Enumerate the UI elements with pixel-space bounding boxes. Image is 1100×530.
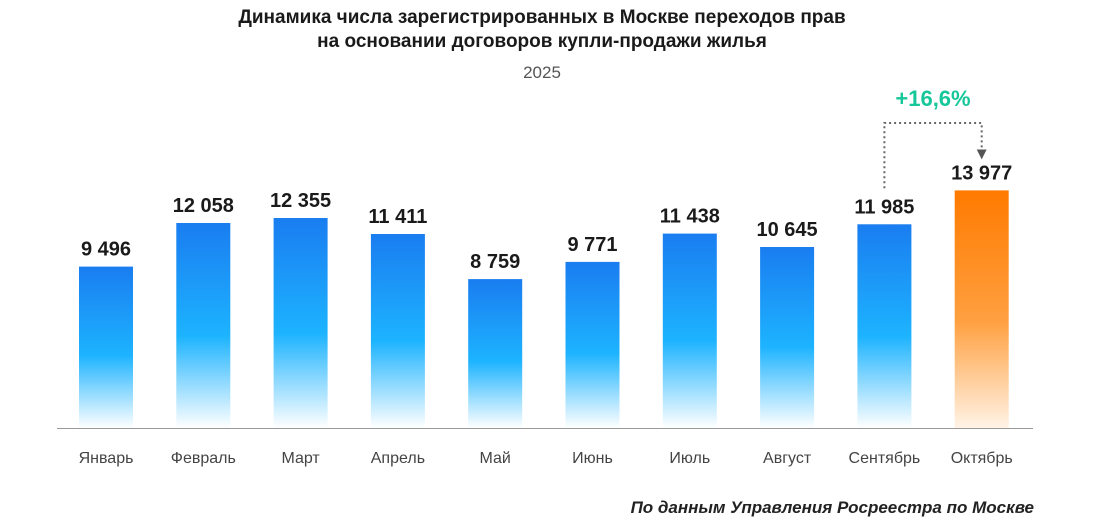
chart-title: Динамика числа зарегистрированных в Моск… xyxy=(0,6,1084,54)
bar-1 xyxy=(79,266,133,428)
value-label-10: 13 977 xyxy=(951,162,1012,184)
category-label-4: Апрель xyxy=(371,450,425,467)
category-label-9: Сентябрь xyxy=(849,450,921,467)
bar-7 xyxy=(662,233,717,428)
bar-9 xyxy=(857,224,912,428)
value-label-8: 10 645 xyxy=(757,219,818,241)
category-label-3: Март xyxy=(281,450,320,467)
category-label-7: Июль xyxy=(669,450,710,467)
category-label-2: Февраль xyxy=(171,450,236,467)
bar-10 xyxy=(954,190,1009,428)
value-label-7: 11 438 xyxy=(660,206,720,228)
bars-group xyxy=(79,190,1009,428)
category-label-6: Июнь xyxy=(572,450,613,467)
value-label-1: 9 496 xyxy=(81,239,131,261)
value-label-5: 8 759 xyxy=(470,251,520,273)
source-note: По данным Управления Росреестра по Москв… xyxy=(630,498,1034,517)
category-label-10: Октябрь xyxy=(951,450,1013,467)
annotation-group: +16,6% xyxy=(883,86,987,189)
category-label-1: Январь xyxy=(79,450,134,467)
chart-title-line1: Динамика числа зарегистрированных в Моск… xyxy=(238,7,846,28)
chart-title-line2: на основании договоров купли-продажи жил… xyxy=(317,31,767,52)
category-labels-group: Январь Февраль Март Апрель Май Июнь Июль Август… xyxy=(79,450,1013,467)
value-label-2: 12 058 xyxy=(173,195,234,217)
category-label-5: Май xyxy=(480,450,511,467)
bar-4 xyxy=(370,234,425,428)
category-label-8: Август xyxy=(763,450,812,467)
bar-8 xyxy=(760,247,815,428)
value-label-9: 11 985 xyxy=(854,196,914,218)
value-label-4: 11 411 xyxy=(368,206,427,228)
annotation-label: +16,6% xyxy=(895,86,970,111)
value-label-6: 9 771 xyxy=(567,234,617,256)
chart-subtitle: 2025 xyxy=(523,63,561,82)
value-labels-group: 9 496 12 058 12 355 11 411 8 759 9 771 11 438 1… xyxy=(81,162,1012,273)
value-label-3: 12 355 xyxy=(270,190,331,212)
bar-3 xyxy=(273,218,328,428)
bar-2 xyxy=(176,223,231,428)
bar-5 xyxy=(468,279,523,428)
bar-6 xyxy=(565,261,620,428)
